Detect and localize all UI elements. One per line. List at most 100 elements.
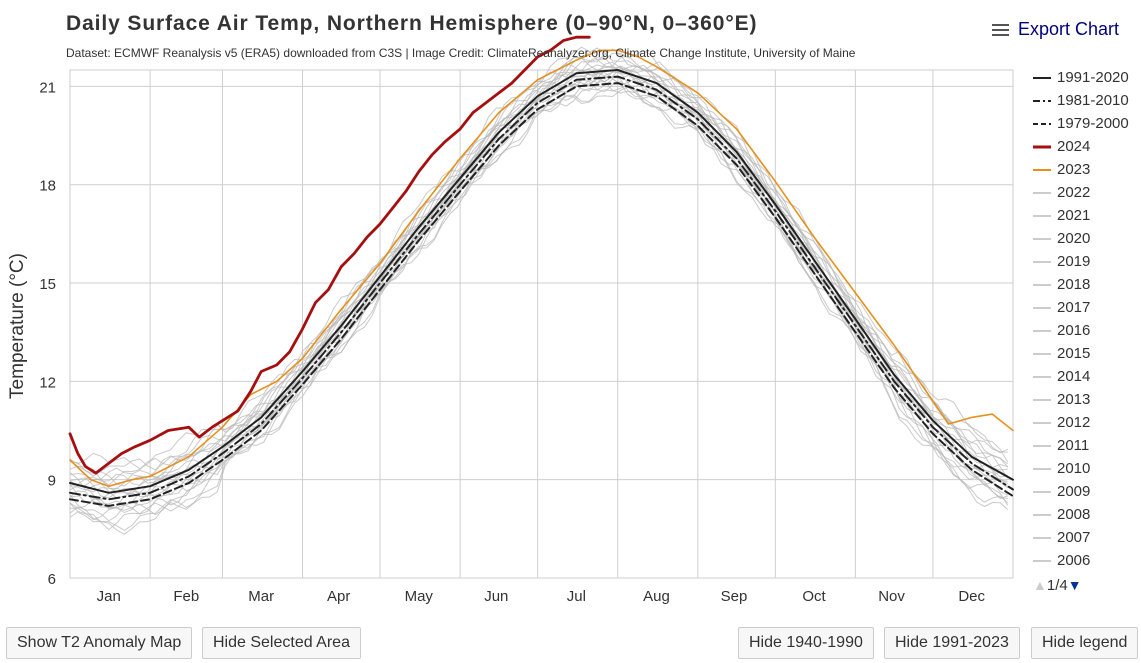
hide-legend-button[interactable]: Hide legend bbox=[1031, 627, 1139, 659]
legend-swatch-icon bbox=[1033, 99, 1051, 102]
x-tick-label: May bbox=[405, 588, 434, 605]
chart-title: Daily Surface Air Temp, Northern Hemisph… bbox=[66, 12, 758, 35]
legend-swatch-icon bbox=[1033, 191, 1051, 194]
x-tick-label: Sep bbox=[721, 588, 748, 605]
x-tick-label: Dec bbox=[958, 588, 985, 605]
legend-swatch-icon bbox=[1033, 559, 1051, 562]
legend-swatch-icon bbox=[1033, 260, 1051, 263]
legend-swatch-icon bbox=[1033, 76, 1051, 79]
legend-label: 2008 bbox=[1057, 506, 1091, 523]
x-tick-label: Jun bbox=[484, 588, 508, 605]
legend-item-2010[interactable]: 2010 bbox=[1033, 457, 1139, 480]
legend-swatch-icon bbox=[1033, 329, 1051, 332]
legend-item-1979-2000[interactable]: 1979-2000 bbox=[1033, 112, 1139, 135]
arrow-down-icon[interactable]: ▼ bbox=[1067, 577, 1082, 593]
export-chart-button[interactable]: Export Chart bbox=[992, 19, 1119, 40]
legend-item-2024[interactable]: 2024 bbox=[1033, 135, 1139, 158]
chart-subtitle: Dataset: ECMWF Reanalysis v5 (ERA5) down… bbox=[66, 46, 856, 60]
legend-swatch-icon bbox=[1033, 352, 1051, 355]
legend-swatch-icon bbox=[1033, 145, 1051, 148]
historical-year-line bbox=[69, 78, 1009, 521]
x-tick-label: Aug bbox=[643, 588, 670, 605]
legend-item-1991-2020[interactable]: 1991-2020 bbox=[1033, 66, 1139, 89]
legend-label: 1991-2020 bbox=[1057, 69, 1129, 86]
series-line-1981-2010 bbox=[69, 75, 1014, 501]
legend-swatch-icon bbox=[1033, 168, 1051, 171]
legend-swatch-icon bbox=[1033, 444, 1051, 447]
legend-swatch-icon bbox=[1033, 283, 1051, 286]
legend-label: 2010 bbox=[1057, 460, 1091, 477]
y-tick-label: 21 bbox=[39, 79, 56, 96]
hide-selected-area-button[interactable]: Hide Selected Area bbox=[202, 627, 361, 659]
y-tick-label: 18 bbox=[39, 178, 56, 195]
chart-series bbox=[68, 35, 1014, 507]
legend-label: 2019 bbox=[1057, 253, 1091, 270]
legend-label: 2006 bbox=[1057, 552, 1091, 569]
legend-page-indicator: 1/4 bbox=[1046, 577, 1068, 594]
historical-year-line bbox=[69, 47, 1009, 477]
legend-swatch-icon bbox=[1033, 490, 1051, 493]
y-tick-label: 9 bbox=[48, 473, 56, 490]
legend-label: 2017 bbox=[1057, 299, 1091, 316]
x-tick-label: Jul bbox=[567, 588, 586, 605]
hide-1940-1990-button[interactable]: Hide 1940-1990 bbox=[738, 627, 874, 659]
legend-label: 2021 bbox=[1057, 207, 1091, 224]
legend-item-2018[interactable]: 2018 bbox=[1033, 273, 1139, 296]
series-line-2024 bbox=[68, 35, 591, 475]
legend-item-1981-2010[interactable]: 1981-2010 bbox=[1033, 89, 1139, 112]
legend-item-2021[interactable]: 2021 bbox=[1033, 204, 1139, 227]
historical-year-line bbox=[69, 46, 1009, 470]
show-anomaly-map-button[interactable]: Show T2 Anomaly Map bbox=[6, 627, 193, 659]
legend-swatch-icon bbox=[1033, 214, 1051, 217]
legend-item-2008[interactable]: 2008 bbox=[1033, 503, 1139, 526]
historical-year-line bbox=[69, 55, 1009, 487]
legend-label: 2016 bbox=[1057, 322, 1091, 339]
hide-1991-2023-button[interactable]: Hide 1991-2023 bbox=[884, 627, 1020, 659]
legend-label: 2020 bbox=[1057, 230, 1091, 247]
y-tick-label: 6 bbox=[48, 571, 56, 588]
legend-item-2014[interactable]: 2014 bbox=[1033, 365, 1139, 388]
legend-swatch-icon bbox=[1033, 421, 1051, 424]
legend-swatch-icon bbox=[1033, 122, 1051, 125]
legend-item-2020[interactable]: 2020 bbox=[1033, 227, 1139, 250]
legend-item-2012[interactable]: 2012 bbox=[1033, 411, 1139, 434]
export-chart-label: Export Chart bbox=[1018, 19, 1120, 39]
legend-swatch-icon bbox=[1033, 375, 1051, 378]
legend-swatch-icon bbox=[1033, 306, 1051, 309]
historical-year-line bbox=[69, 79, 1008, 515]
series-line-2023 bbox=[69, 49, 1014, 488]
x-tick-label: Mar bbox=[248, 588, 274, 605]
legend-label: 2015 bbox=[1057, 345, 1091, 362]
legend-label: 2024 bbox=[1057, 138, 1091, 155]
legend-label: 2018 bbox=[1057, 276, 1091, 293]
legend-item-2019[interactable]: 2019 bbox=[1033, 250, 1139, 273]
legend-item-2006[interactable]: 2006 bbox=[1033, 549, 1139, 572]
legend-item-2022[interactable]: 2022 bbox=[1033, 181, 1139, 204]
series-line-1979-2000 bbox=[69, 82, 1014, 507]
historical-year-line bbox=[69, 56, 1009, 481]
legend-item-2017[interactable]: 2017 bbox=[1033, 296, 1139, 319]
legend-label: 2009 bbox=[1057, 483, 1091, 500]
legend-item-2023[interactable]: 2023 bbox=[1033, 158, 1139, 181]
x-tick-label: Oct bbox=[802, 588, 826, 605]
legend-item-2007[interactable]: 2007 bbox=[1033, 526, 1139, 549]
legend-label: 2013 bbox=[1057, 391, 1091, 408]
historical-year-line bbox=[69, 69, 1009, 505]
legend-pagination: ▲1/4▼ bbox=[1033, 577, 1082, 594]
legend-item-2015[interactable]: 2015 bbox=[1033, 342, 1139, 365]
legend-item-2011[interactable]: 2011 bbox=[1033, 434, 1139, 457]
chart-legend: 1991-2020 1981-2010 1979-2000 2024 2023 2022 2… bbox=[1033, 66, 1139, 572]
legend-item-2009[interactable]: 2009 bbox=[1033, 480, 1139, 503]
plot-frame bbox=[69, 69, 1014, 579]
legend-swatch-icon bbox=[1033, 536, 1051, 539]
historical-year-line bbox=[69, 57, 1008, 486]
legend-item-2016[interactable]: 2016 bbox=[1033, 319, 1139, 342]
y-axis-label: Temperature (°C) bbox=[7, 253, 28, 399]
chart-axis-ticks: 6 9 12 15 18 21 Jan Feb Mar Apr May Jun Jul Aug Sep Oct… bbox=[39, 79, 985, 605]
chart-gridlines bbox=[69, 69, 1014, 579]
x-tick-label: Jan bbox=[97, 588, 121, 605]
legend-swatch-icon bbox=[1033, 513, 1051, 516]
arrow-up-icon[interactable]: ▲ bbox=[1033, 577, 1047, 593]
legend-item-2013[interactable]: 2013 bbox=[1033, 388, 1139, 411]
